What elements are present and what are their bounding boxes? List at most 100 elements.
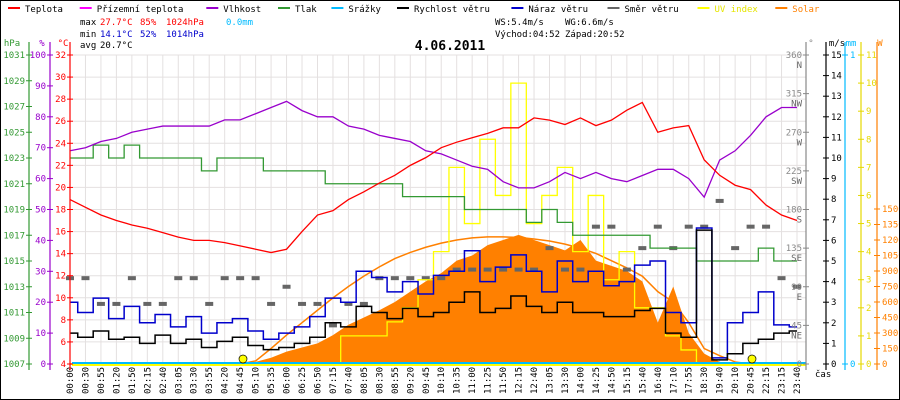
axis-tick-label: 1 <box>831 339 836 349</box>
legend-swatch <box>79 7 92 9</box>
axis-tick-label: 10 <box>55 294 66 304</box>
axis-tick-label: 16 <box>55 228 66 238</box>
axis-tick-label: 11 <box>831 133 842 143</box>
axis-tick-label: 0 <box>866 360 871 370</box>
wind-direction-mark <box>96 301 105 306</box>
x-tick-label: 11:00 <box>468 367 478 394</box>
plot-series <box>66 82 806 366</box>
wind-direction-mark <box>576 267 585 272</box>
axis-tick-label: 0 <box>882 360 887 370</box>
axis-tick-label: 1500 <box>882 205 900 215</box>
wind-direction-mark <box>267 301 276 306</box>
wind-direction-mark <box>468 267 477 272</box>
x-tick-label: 14:00 <box>576 367 586 394</box>
legend-label: Tlak <box>295 5 317 15</box>
x-tick-label: 00:55 <box>97 367 107 394</box>
axis-tick-label: 1025 <box>3 128 25 138</box>
x-tick-label: 05:10 <box>252 367 262 394</box>
x-tick-label: 01:50 <box>128 367 138 394</box>
wind-direction-mark <box>762 224 771 229</box>
wind-direction-mark <box>359 301 368 306</box>
axis-tick-label: 20 <box>35 298 46 308</box>
axis-unit-ms: m/s <box>829 39 845 49</box>
legend-label: Vlhkost <box>223 5 261 15</box>
wind-direction-mark <box>607 224 616 229</box>
legend-swatch <box>331 7 344 9</box>
wind-direction-mark <box>591 224 600 229</box>
x-tick-label: 04:20 <box>221 367 231 394</box>
axis-tick-label: 0 <box>41 360 46 370</box>
stat-min-hum: 52% <box>140 30 157 40</box>
x-tick-label: 10:35 <box>453 367 463 394</box>
axis-tick-label: 1023 <box>3 154 25 164</box>
axis-tick-label: 4 <box>831 278 836 288</box>
axis-unit-temp: °C <box>58 39 69 49</box>
wind-direction-mark <box>499 267 508 272</box>
axis-tick-label: 1050 <box>882 252 900 262</box>
axis-tick-label: 10 <box>35 329 46 339</box>
legend-swatch <box>697 7 710 9</box>
x-tick-label: 07:40 <box>344 367 354 394</box>
x-tick-label: 08:30 <box>375 367 385 394</box>
x-tick-label: 17:10 <box>669 367 679 394</box>
axis-tick-label: 15 <box>831 51 842 61</box>
x-tick-label: 05:35 <box>267 367 277 394</box>
axis-tick-label: 6 <box>61 338 66 348</box>
axis-tick-label: 26 <box>55 117 66 127</box>
chart-title: 4.06.2011 <box>415 39 486 54</box>
wind-direction-mark <box>746 224 755 229</box>
wind-direction-mark <box>298 301 307 306</box>
axis-tick-label: 150 <box>882 345 898 355</box>
axis-tick-label: 14 <box>55 250 66 260</box>
axis-tick-label: 10 <box>831 154 842 164</box>
x-tick-label: 13:05 <box>546 367 556 394</box>
axis-tick-label: 1029 <box>3 77 25 87</box>
wind-direction-mark <box>530 267 539 272</box>
x-tick-label: 04:45 <box>236 367 246 394</box>
axis-tick-label: 32 <box>55 51 66 61</box>
axis-tick-label: 750 <box>882 283 898 293</box>
axis-tick-label: 1 <box>866 332 871 342</box>
axis-tick-label: 9 <box>831 175 836 185</box>
x-tick-label: 02:15 <box>143 367 153 394</box>
axes: 00:00 00:30 00:55 01:20 01:50 02:15 02:40 03:05… <box>3 39 900 394</box>
axis-tick-label: 22 <box>55 161 66 171</box>
wind-direction-mark <box>421 276 430 281</box>
legend-label: Směr větru <box>625 5 679 15</box>
compass-label: NE <box>791 331 802 341</box>
legend-swatch <box>206 7 219 9</box>
axis-tick-label: 1017 <box>3 231 25 241</box>
x-tick-label: 08:55 <box>391 367 401 394</box>
x-axis-label: čas <box>815 369 831 380</box>
x-tick-label: 01:20 <box>112 367 122 394</box>
wind-direction-mark <box>406 276 415 281</box>
axis-tick-label: 14 <box>831 72 842 82</box>
axis-tick-label: 1350 <box>882 221 900 231</box>
axis-tick-label: 4 <box>61 360 66 370</box>
axis-tick-label: 4 <box>866 248 871 258</box>
wind-direction-mark <box>560 267 569 272</box>
axis-tick-label: 1015 <box>3 257 25 267</box>
legend-label: Srážky <box>348 5 381 15</box>
wind-direction-mark <box>220 276 229 281</box>
x-tick-label: 20:45 <box>747 367 757 394</box>
x-tick-label: 23:40 <box>793 367 803 394</box>
wind-direction-mark <box>328 323 337 328</box>
wind-direction-mark <box>622 267 631 272</box>
axis-tick-label: 13 <box>831 92 842 102</box>
x-tick-label: 23:15 <box>778 367 788 394</box>
axis-tick-label: 80 <box>35 113 46 123</box>
axis-tick-label: 315 <box>786 90 802 100</box>
stat-max-press: 1024hPa <box>166 18 204 28</box>
axis-tick-label: 40 <box>35 236 46 246</box>
axis-tick-label: 45 <box>791 321 802 331</box>
compass-label: S <box>797 216 802 226</box>
stat-ws: WS:5.4m/s <box>495 18 544 28</box>
axis-tick-label: 7 <box>866 163 871 173</box>
x-tick-label: 18:30 <box>700 367 710 394</box>
x-tick-label: 03:05 <box>174 367 184 394</box>
legend-swatch <box>278 7 290 9</box>
axis-tick-label: 600 <box>882 298 898 308</box>
